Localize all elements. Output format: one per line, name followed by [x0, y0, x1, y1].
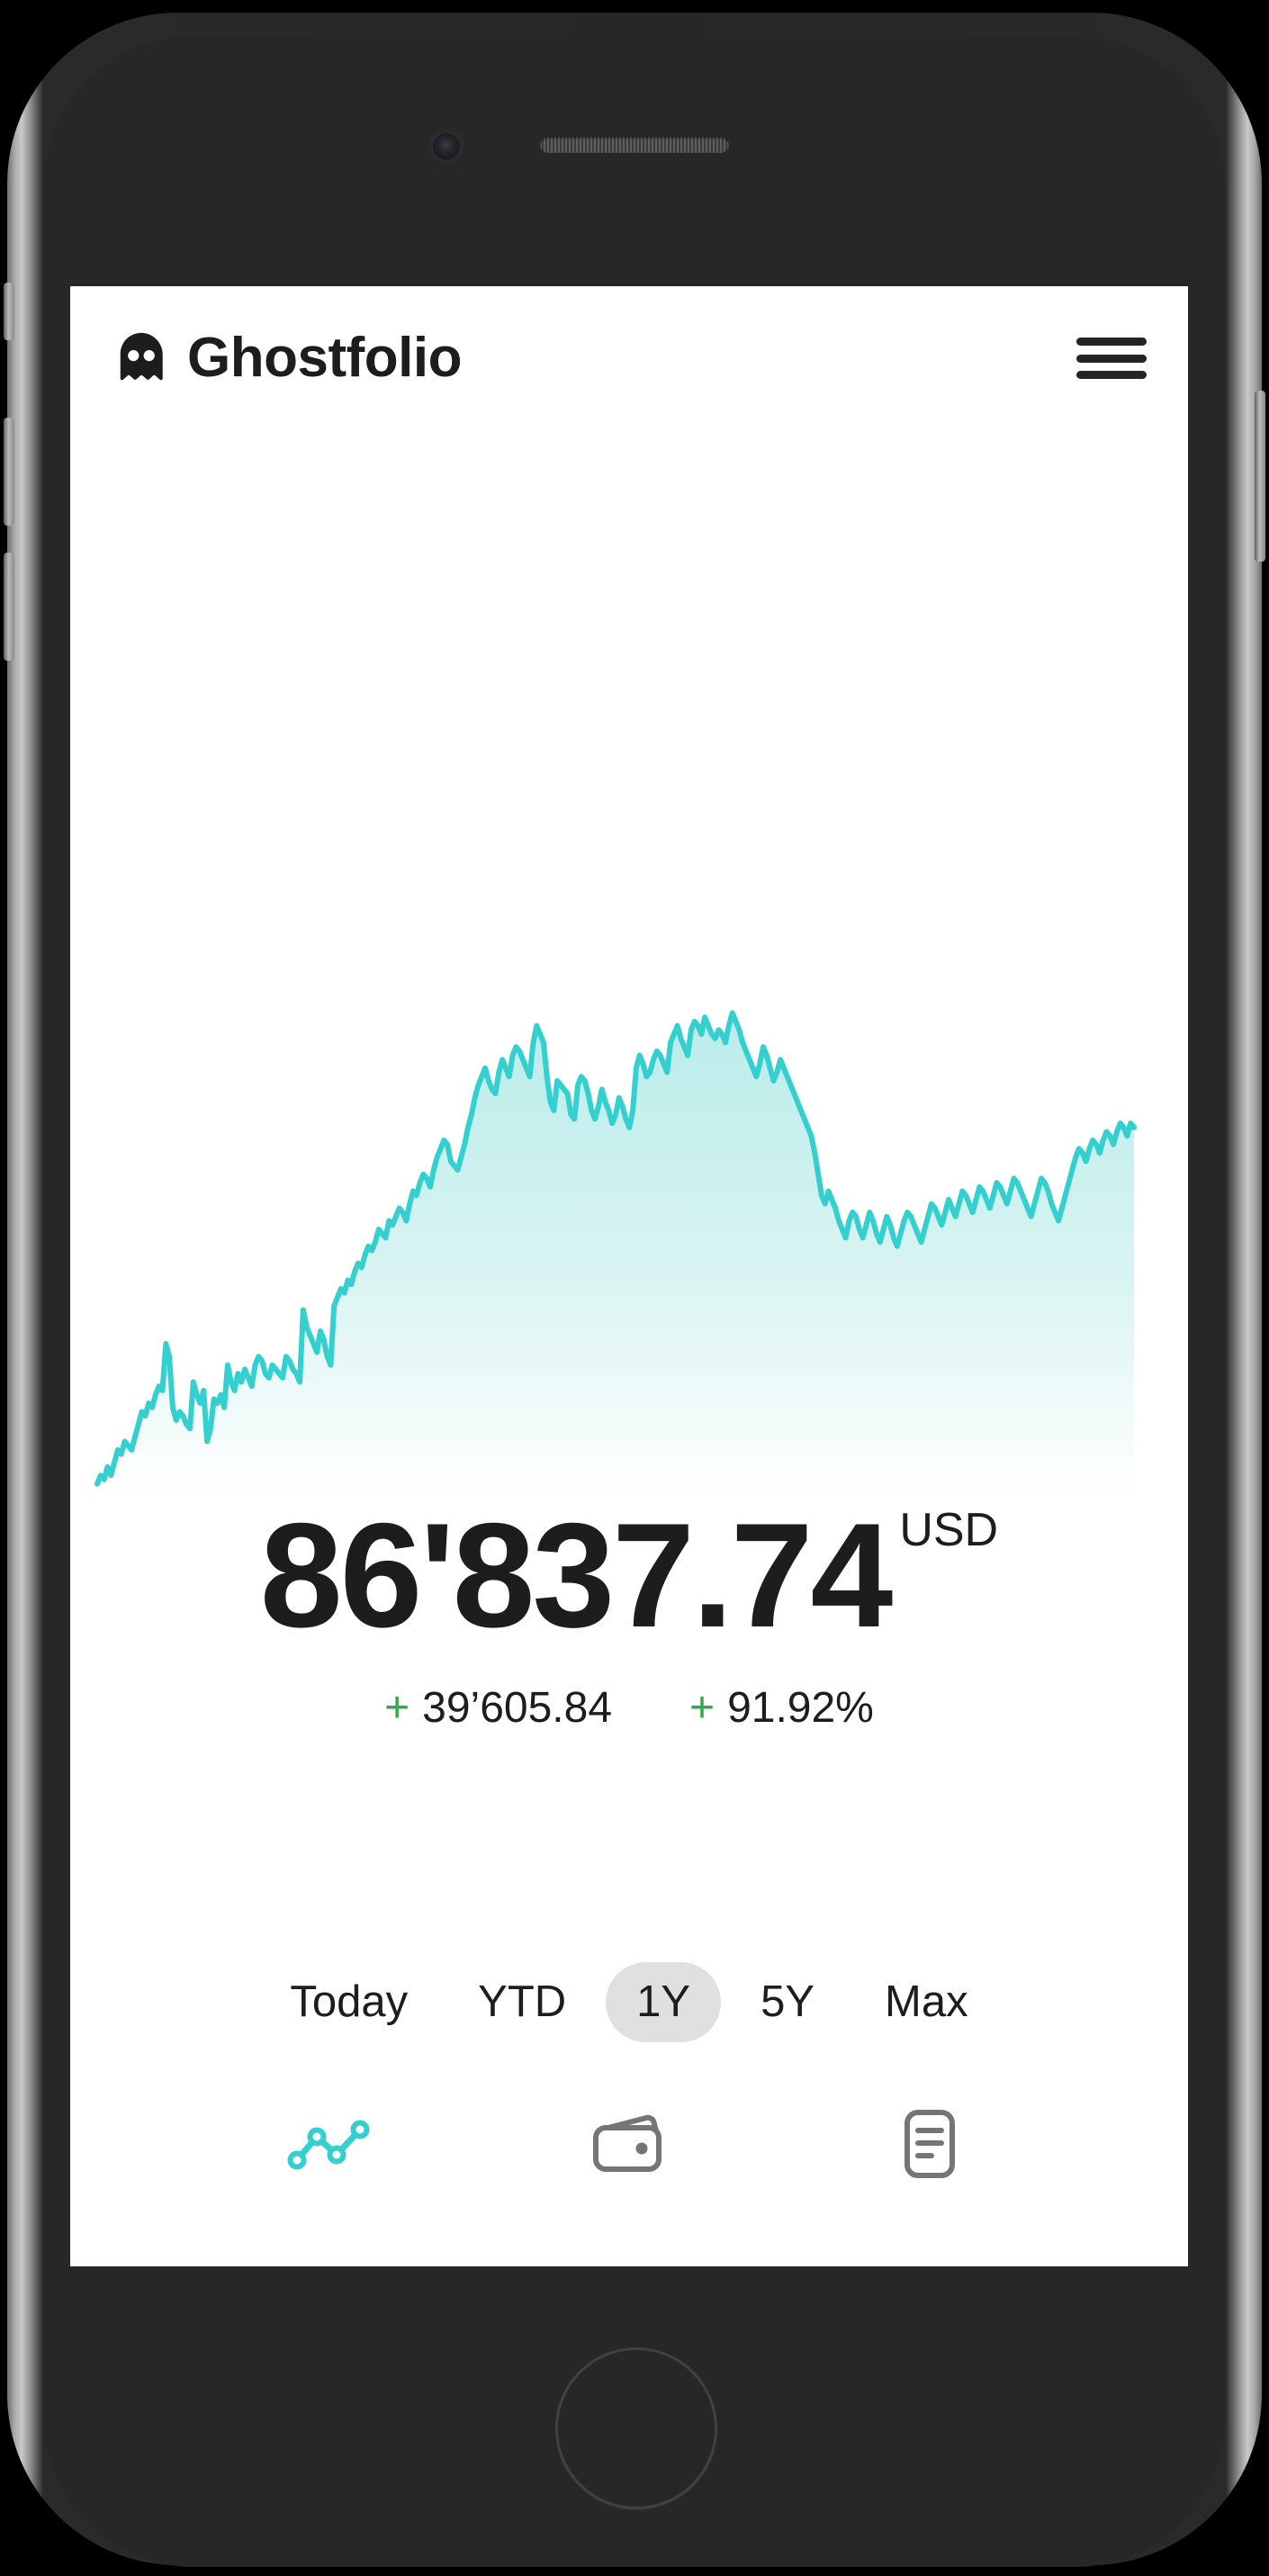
phone-screen: Ghostfolio [70, 286, 1188, 2266]
range-tab-today[interactable]: Today [290, 1977, 409, 2026]
portfolio-value-block: 86'837.74 USD + 39’605.84 + 91.92% [70, 1500, 1188, 1730]
app-header: Ghostfolio [70, 286, 1188, 430]
volume-up-button[interactable] [4, 418, 14, 526]
portfolio-change-row: + 39’605.84 + 91.92% [70, 1687, 1188, 1730]
hamburger-bar [1076, 354, 1147, 363]
wallet-icon [590, 2112, 668, 2176]
home-button[interactable] [555, 2347, 717, 2509]
change-percent: + 91.92% [689, 1687, 874, 1730]
nav-portfolio[interactable] [580, 2099, 679, 2189]
document-icon [898, 2107, 961, 2181]
change-percent-sign: + [689, 1684, 716, 1733]
range-tab-1y[interactable]: 1Y [606, 1962, 722, 2042]
change-absolute-sign: + [384, 1684, 410, 1733]
date-range-tabs: Today YTD 1Y 5Y Max [70, 1962, 1188, 2042]
silent-switch[interactable] [4, 283, 14, 340]
portfolio-performance-chart[interactable] [70, 988, 1188, 1492]
nav-overview[interactable] [279, 2099, 378, 2189]
brand-logo[interactable]: Ghostfolio [113, 330, 462, 386]
nav-transactions[interactable] [880, 2099, 979, 2189]
portfolio-value-row: 86'837.74 USD [70, 1492, 1188, 1658]
hamburger-menu-icon[interactable] [1076, 332, 1147, 384]
change-percent-value: 91.92% [727, 1684, 874, 1733]
brand-name: Ghostfolio [187, 327, 462, 389]
volume-down-button[interactable] [4, 553, 14, 661]
power-button[interactable] [1255, 391, 1265, 562]
bottom-navigation [70, 2099, 1188, 2189]
range-tab-ytd[interactable]: YTD [478, 1977, 567, 2026]
portfolio-value: 86'837.74 [259, 1492, 893, 1658]
earpiece-speaker-icon [540, 137, 729, 153]
range-tab-max[interactable]: Max [885, 1977, 968, 2026]
change-absolute: + 39’605.84 [384, 1687, 612, 1730]
hamburger-bar [1076, 371, 1147, 379]
change-absolute-value: 39’605.84 [422, 1684, 613, 1733]
front-camera-icon [433, 133, 460, 160]
line-chart-icon [287, 2115, 370, 2173]
portfolio-currency: USD [899, 1504, 999, 1556]
hamburger-bar [1076, 338, 1147, 346]
ghost-icon [113, 330, 169, 386]
range-tab-5y[interactable]: 5Y [760, 1977, 815, 2026]
